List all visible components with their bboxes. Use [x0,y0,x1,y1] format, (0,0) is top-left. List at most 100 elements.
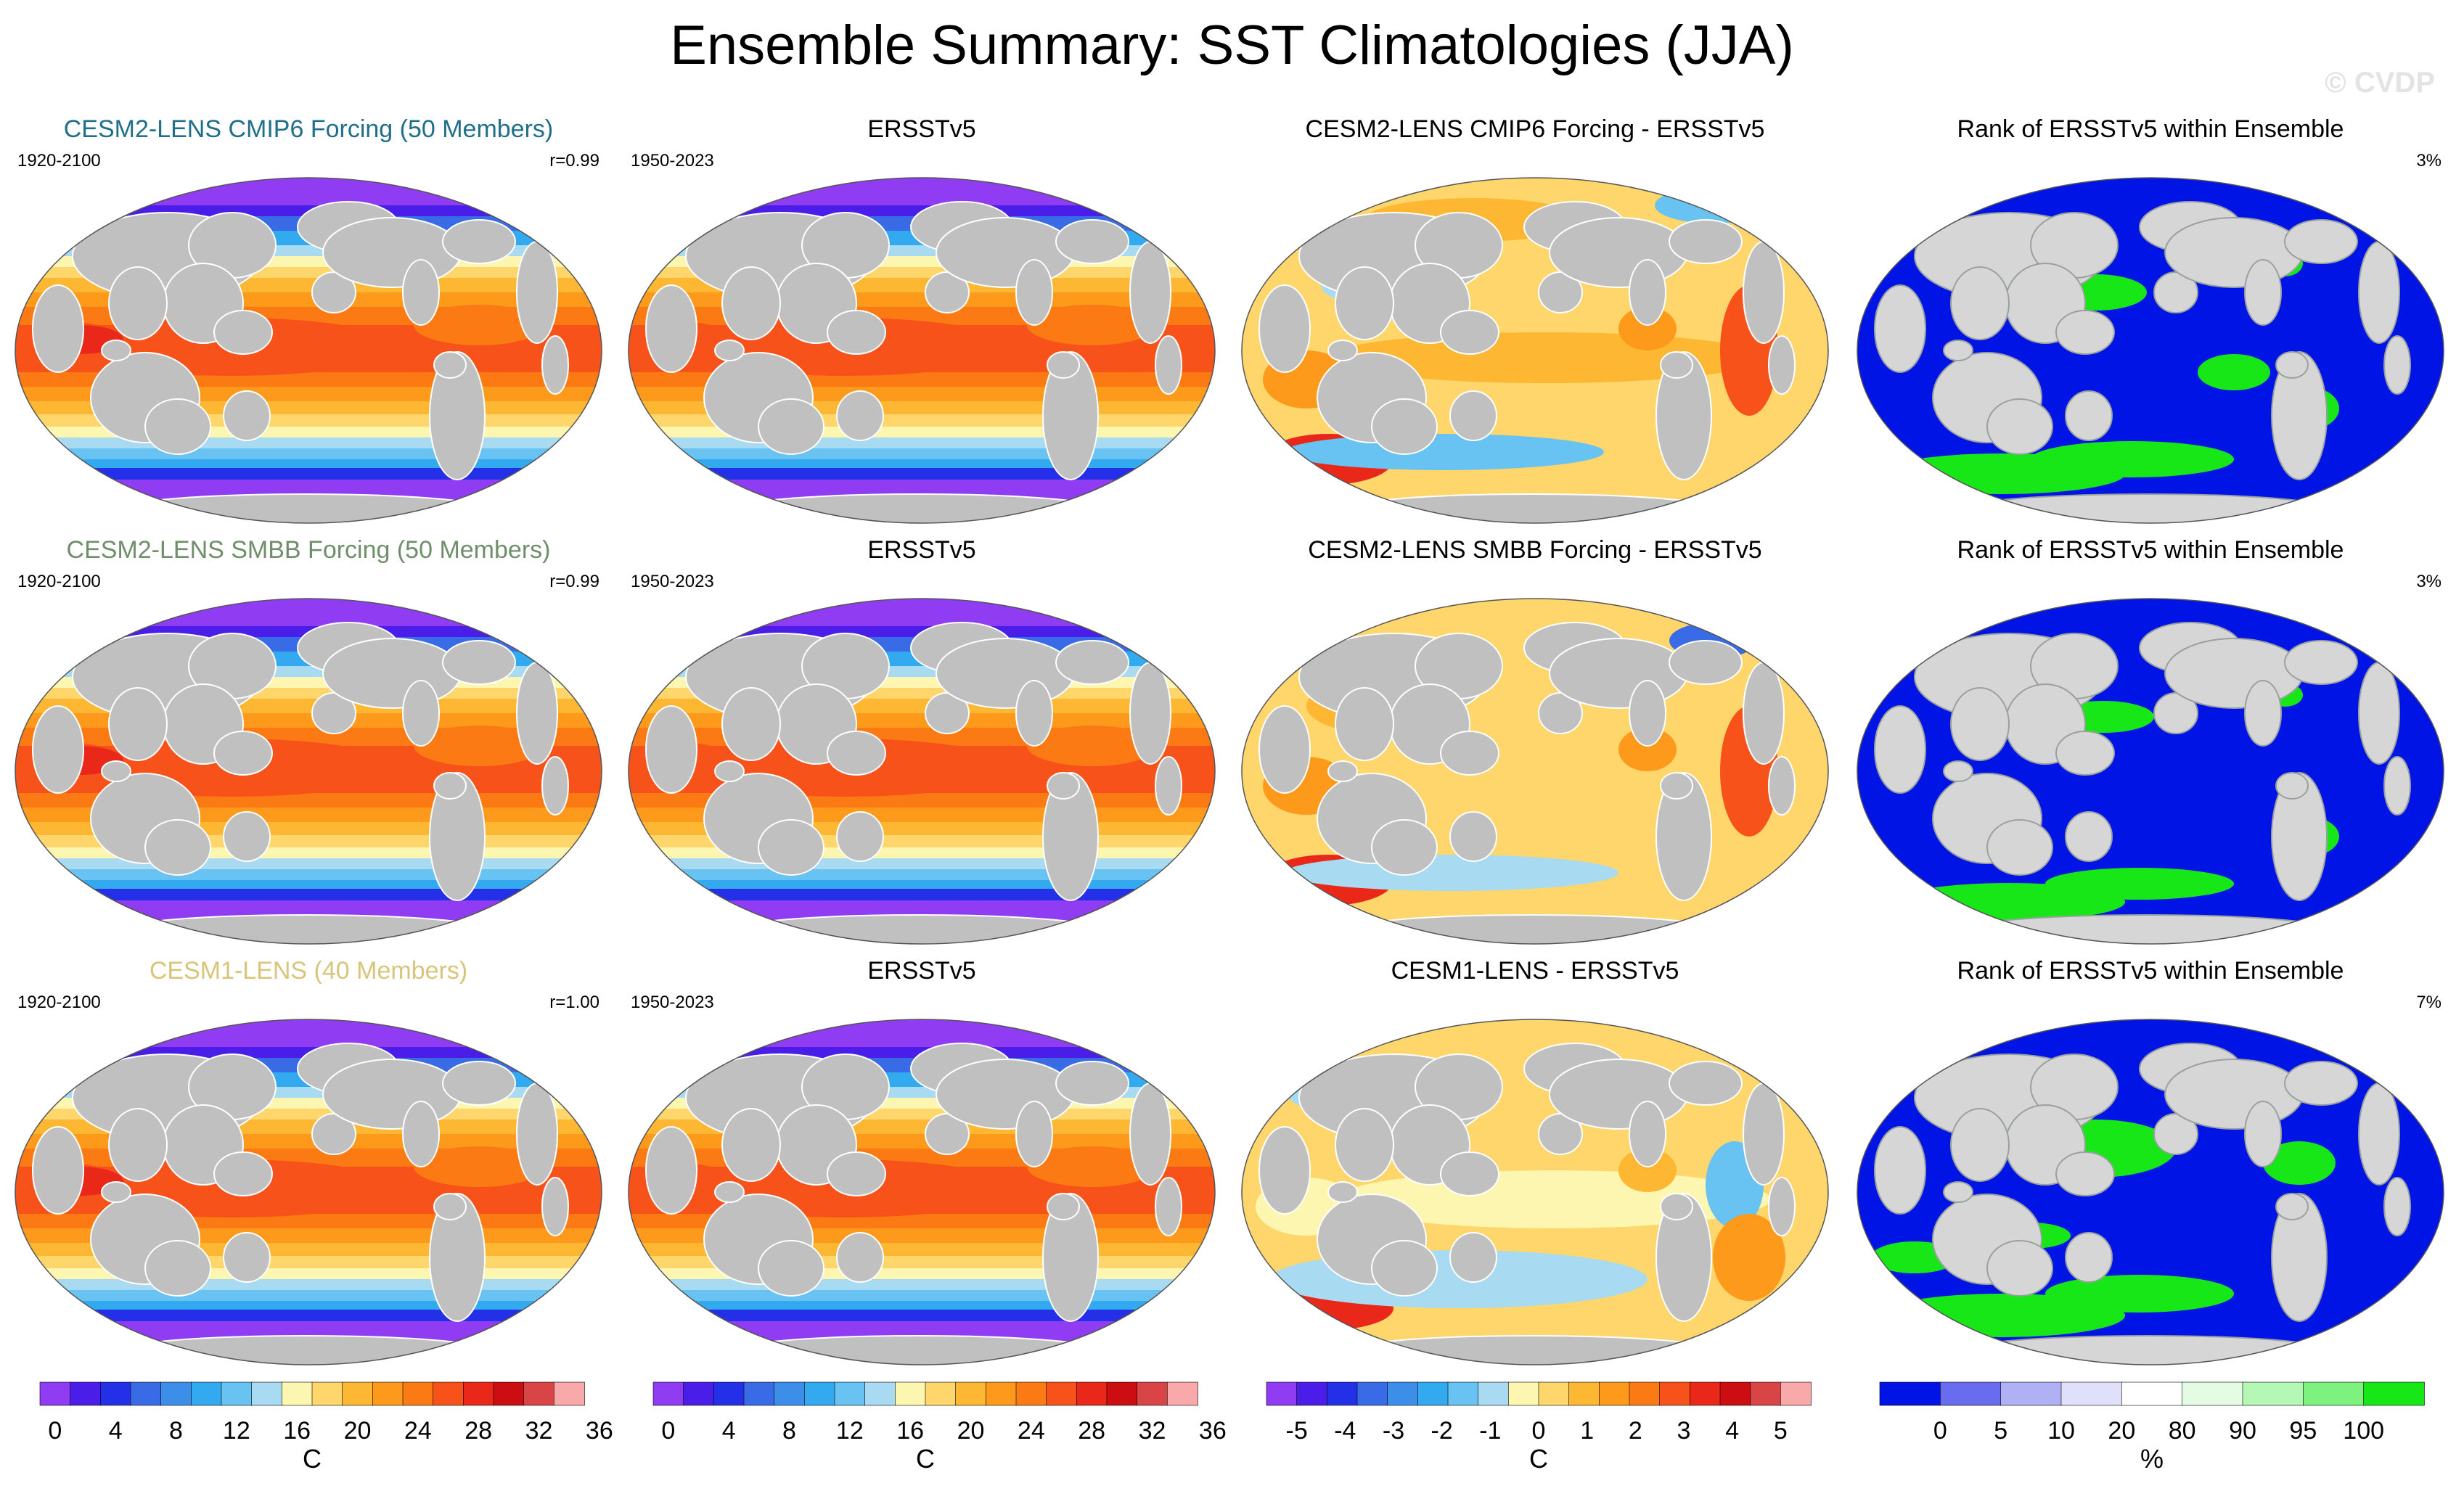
colorbar-swatch [1690,1381,1721,1406]
colorbar-tick-label: 20 [957,1417,985,1445]
colorbar-swatch [523,1381,555,1406]
colorbar-tick-label: 36 [1198,1417,1227,1445]
colorbar-tick-label: 4 [108,1417,123,1445]
colorbar-tick-label: 5 [1773,1417,1788,1445]
years-label: 1950-2023 [631,993,714,1012]
rank-panel-title: Rank of ERSSTv5 within Ensemble [1957,115,2344,143]
colorbar-swatch [743,1381,775,1406]
colorbar-tick-label: 32 [1138,1417,1166,1445]
diff-map [1241,176,1829,525]
colorbar-tick-label: 0 [48,1417,62,1445]
map-sst [628,1019,1216,1365]
colorbar-tick-label: 4 [721,1417,736,1445]
colorbar-swatch [311,1381,343,1406]
colorbar-swatch [804,1381,835,1406]
colorbar-swatches [1879,1381,2425,1406]
model-panel-title: CESM2-LENS SMBB Forcing (50 Members) [66,536,551,564]
colorbar-swatch [1266,1381,1298,1406]
colorbar-swatch [1659,1381,1691,1406]
colorbar-swatch [70,1381,102,1406]
colorbar-units-label: C [303,1444,322,1474]
rank-percent-label: 7% [2416,993,2442,1012]
colorbar-swatch [2242,1381,2304,1406]
colorbar-units-label: C [916,1444,935,1474]
pattern-correlation-label: r=1.00 [549,993,599,1012]
obs-panel-title: ERSSTv5 [867,536,976,564]
colorbar-tick-label: 90 [2229,1417,2256,1445]
obs-panel-title: ERSSTv5 [867,957,976,985]
years-label: 1950-2023 [631,151,714,171]
diff-panel-title: CESM2-LENS CMIP6 Forcing - ERSSTv5 [1305,115,1765,143]
colorbar-swatch [221,1381,253,1406]
colorbar-units-label: % [2140,1444,2164,1474]
colorbar-swatch [1879,1381,1941,1406]
colorbar-swatch [2060,1381,2123,1406]
map-diff [1241,598,1829,945]
colorbar-tick-label: 95 [2289,1417,2317,1445]
panel-obs-row1: ERSSTv5 1950-2023 [621,115,1223,532]
colorbar-tick-label: 8 [782,1417,796,1445]
colorbar-swatch [1538,1381,1570,1406]
rank-panel-title: Rank of ERSSTv5 within Ensemble [1957,536,2344,564]
panel-rank-row2: Rank of ERSSTv5 within Ensemble 3% [1849,535,2452,953]
map-rank [1857,177,2444,524]
colorbar-swatch [372,1381,404,1406]
colorbar-swatch [342,1381,374,1406]
colorbar-swatch [1296,1381,1328,1406]
colorbar-tick-label: -5 [1285,1417,1308,1445]
colorbar-swatch [160,1381,192,1406]
colorbar-swatch [2182,1381,2243,1406]
panel-rank-row1: Rank of ERSSTv5 within Ensemble 3% [1849,115,2452,532]
colorbar-swatch [2121,1381,2183,1406]
colorbar-swatch [1719,1381,1751,1406]
model-panel-title: CESM1-LENS (40 Members) [149,957,468,985]
colorbar-swatches [652,1381,1198,1406]
pattern-correlation-label: r=0.99 [549,572,599,591]
years-label: 1920-2100 [17,572,101,591]
colorbar-tick-label: 10 [2047,1417,2075,1445]
colorbar-swatch [402,1381,434,1406]
rank-map [1857,176,2444,525]
map-sst [628,177,1216,524]
rank-map [1857,1018,2444,1366]
colorbar-swatch [493,1381,525,1406]
colorbar-swatch [1015,1381,1047,1406]
map-rank [1857,598,2444,945]
panel-diff-row3: CESM1-LENS - ERSSTv5 [1234,956,1836,1373]
map-rank [1857,1019,2444,1365]
colorbar-swatch [1568,1381,1600,1406]
panel-model-row2: CESM2-LENS SMBB Forcing (50 Members) 1920… [7,535,610,953]
colorbar-swatch [463,1381,494,1406]
diff-map [1241,597,1829,945]
colorbar-tick-label: 24 [1017,1417,1045,1445]
colorbar-tick-label: 8 [169,1417,183,1445]
rank-percent-label: 3% [2416,572,2442,591]
colorbar-swatch [1356,1381,1388,1406]
colorbar-swatch [864,1381,896,1406]
panel-diff-row1: CESM2-LENS CMIP6 Forcing - ERSSTv5 [1234,115,1836,532]
years-label: 1950-2023 [631,572,714,591]
colorbar-tick-label: -1 [1479,1417,1502,1445]
colorbar-swatch [1417,1381,1449,1406]
colorbar-swatch [2363,1381,2425,1406]
colorbar-tick-label: 28 [464,1417,493,1445]
pattern-correlation-label: r=0.99 [549,151,599,171]
panel-model-row3: CESM1-LENS (40 Members) 1920-2100 r=1.00 [7,956,610,1373]
model-map [15,597,602,945]
colorbar-swatch [895,1381,926,1406]
colorbar-swatch [433,1381,464,1406]
map-diff [1241,177,1829,524]
colorbar-tick-label: 16 [283,1417,311,1445]
panel-model-row1: CESM2-LENS CMIP6 Forcing (50 Members) 192… [7,115,610,532]
figure-title: Ensemble Summary: SST Climatologies (JJA… [670,15,1794,76]
model-map [15,176,602,525]
colorbar-swatch [554,1381,585,1406]
colorbar-swatch [100,1381,131,1406]
obs-map [628,1018,1216,1366]
colorbar-tick-label: 12 [222,1417,250,1445]
colorbar-tick-label: 20 [2108,1417,2136,1445]
map-sst [15,598,602,945]
colorbar-swatch [683,1381,715,1406]
colorbar-swatch [1137,1381,1168,1406]
colorbar-tick-label: 5 [1994,1417,2008,1445]
